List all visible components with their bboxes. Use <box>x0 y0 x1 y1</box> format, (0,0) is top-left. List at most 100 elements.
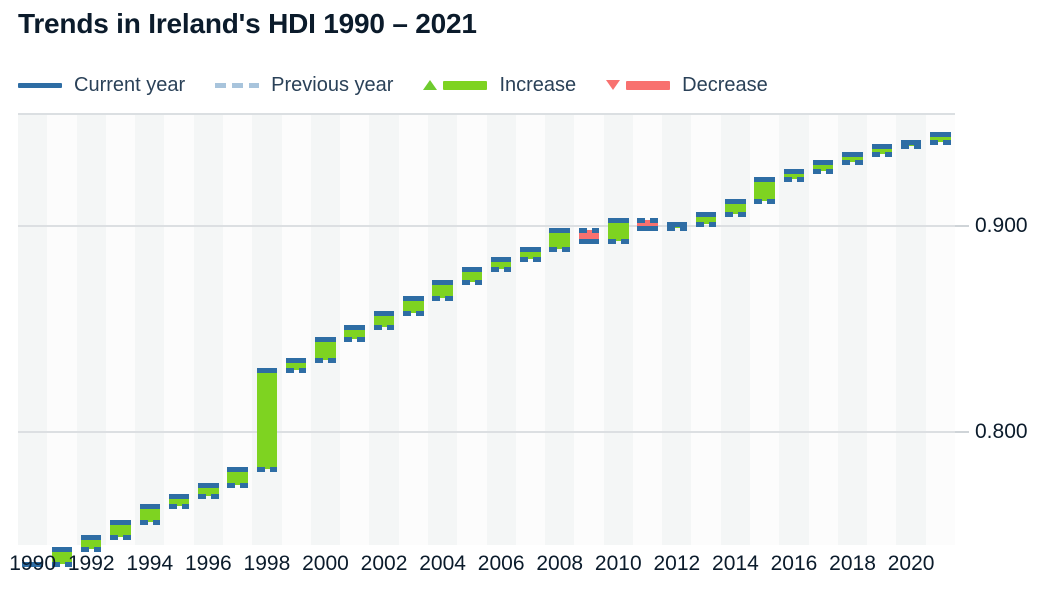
bar-body-increase <box>51 549 73 564</box>
bar-2019[interactable] <box>871 113 893 545</box>
bar-1991[interactable] <box>51 113 73 567</box>
previous-year-marker <box>549 246 570 252</box>
x-axis-label: 2006 <box>477 552 525 575</box>
bar-1999[interactable] <box>285 113 307 545</box>
bar-2000[interactable] <box>315 113 336 545</box>
bar-body-increase <box>344 326 365 340</box>
bar-1996[interactable] <box>198 113 219 545</box>
x-axis-label: 2002 <box>360 552 408 575</box>
band-stripe <box>486 113 516 545</box>
bar-1994[interactable] <box>139 113 160 545</box>
bar-2017[interactable] <box>812 113 834 545</box>
bar-2003[interactable] <box>403 113 424 545</box>
bar-2013[interactable] <box>695 113 717 545</box>
legend-item-current-year[interactable]: Current year <box>18 74 185 97</box>
bar-body-increase <box>725 201 746 214</box>
solid-line-icon <box>18 82 62 88</box>
previous-year-marker <box>110 534 131 540</box>
x-axis-label: 2010 <box>594 552 642 575</box>
bar-body-increase <box>871 145 893 155</box>
band-stripe <box>76 113 106 545</box>
bar-body-increase <box>930 133 951 142</box>
x-axis-label: 2014 <box>712 552 759 575</box>
x-axis-label: 1998 <box>243 552 291 575</box>
legend-label-current-year: Current year <box>74 73 186 96</box>
current-year-marker <box>315 337 336 343</box>
bar-2002[interactable] <box>373 113 395 545</box>
current-year-marker <box>22 561 43 567</box>
bar-2009[interactable] <box>578 113 600 545</box>
band-stripe <box>896 113 926 545</box>
current-year-marker <box>754 176 775 182</box>
legend-item-decrease[interactable]: Decrease <box>606 74 768 97</box>
x-axis-label: 2012 <box>653 552 701 575</box>
bar-1998[interactable] <box>256 113 278 545</box>
bar-1995[interactable] <box>168 113 190 545</box>
current-year-marker <box>695 211 717 217</box>
previous-year-marker <box>80 547 102 553</box>
bar-body-increase <box>754 178 775 202</box>
x-axis-label: 2016 <box>770 552 818 575</box>
current-year-marker <box>637 226 658 232</box>
current-year-marker <box>578 238 600 244</box>
bar-1990[interactable] <box>22 113 43 567</box>
x-axis-label: 2018 <box>829 552 876 575</box>
bar-body-increase <box>256 370 278 469</box>
previous-year-marker <box>608 238 629 244</box>
band-stripe <box>310 113 341 545</box>
band-stripe <box>662 113 692 545</box>
bar-2011[interactable] <box>637 113 658 545</box>
bar-2005[interactable] <box>461 113 483 545</box>
bar-body-increase <box>461 269 483 282</box>
bar-2021[interactable] <box>930 113 951 545</box>
bar-body-increase <box>695 213 717 225</box>
bar-body-increase <box>227 468 248 486</box>
band-stripe <box>252 113 282 545</box>
bar-2015[interactable] <box>754 113 775 545</box>
legend-label-previous-year: Previous year <box>271 73 394 96</box>
previous-year-marker <box>256 466 278 472</box>
current-year-marker <box>490 257 512 263</box>
bar-2014[interactable] <box>725 113 746 545</box>
previous-year-marker <box>842 160 863 166</box>
bar-2008[interactable] <box>549 113 570 545</box>
band-stripe <box>545 113 575 545</box>
plot-area <box>18 113 955 567</box>
current-year-marker <box>461 267 483 273</box>
bar-2007[interactable] <box>520 113 541 545</box>
previous-year-marker <box>754 199 775 205</box>
bar-1992[interactable] <box>80 113 102 553</box>
bar-2004[interactable] <box>432 113 453 545</box>
bar-2016[interactable] <box>783 113 805 545</box>
previous-year-marker <box>695 222 717 228</box>
y-axis-tick <box>955 430 969 433</box>
previous-year-marker <box>666 226 688 232</box>
bar-2018[interactable] <box>842 113 863 545</box>
bar-2020[interactable] <box>900 113 922 545</box>
bar-body-increase <box>549 230 570 249</box>
current-year-marker <box>344 324 365 330</box>
bar-2012[interactable] <box>666 113 688 545</box>
gridline <box>18 225 955 228</box>
current-year-marker <box>520 246 541 252</box>
band-stripe <box>603 113 633 545</box>
y-axis-label: 0.900 <box>975 214 1028 238</box>
current-year-marker <box>842 152 863 158</box>
chart-legend: Current year Previous year Increase Decr… <box>18 68 768 102</box>
bar-body-increase <box>168 495 190 506</box>
current-year-marker <box>51 547 73 553</box>
x-axis-label: 1994 <box>126 552 174 575</box>
bar-1993[interactable] <box>110 113 131 545</box>
bar-body-increase <box>812 162 834 171</box>
legend-item-increase[interactable]: Increase <box>423 74 576 97</box>
bar-2010[interactable] <box>608 113 629 545</box>
y-axis: 0.900 0.800 <box>955 113 1039 545</box>
bar-2006[interactable] <box>490 113 512 545</box>
bar-body-increase <box>315 339 336 360</box>
bar-2001[interactable] <box>344 113 365 545</box>
legend-item-previous-year[interactable]: Previous year <box>215 74 393 97</box>
bar-body-decrease <box>578 230 600 241</box>
current-year-marker <box>110 520 131 526</box>
bar-1997[interactable] <box>227 113 248 545</box>
previous-year-marker <box>578 228 600 234</box>
